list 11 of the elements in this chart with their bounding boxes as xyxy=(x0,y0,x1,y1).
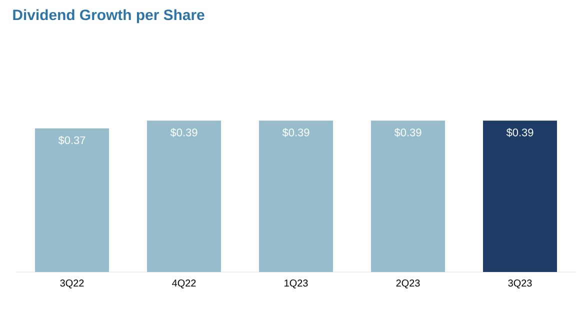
x-tick-label: 2Q23 xyxy=(396,280,420,288)
data-label: $0.39 xyxy=(282,128,310,137)
chart-title: Dividend Growth per Share xyxy=(13,9,204,24)
data-label: $0.39 xyxy=(506,128,534,137)
data-label: $0.39 xyxy=(170,128,198,137)
x-tick-label: 1Q23 xyxy=(284,280,308,288)
data-label: $0.39 xyxy=(394,128,422,137)
x-tick-label: 3Q22 xyxy=(60,280,84,288)
data-label: $0.37 xyxy=(58,136,86,145)
x-tick-label: 3Q23 xyxy=(508,280,532,288)
x-tick-label: 4Q22 xyxy=(172,280,196,288)
